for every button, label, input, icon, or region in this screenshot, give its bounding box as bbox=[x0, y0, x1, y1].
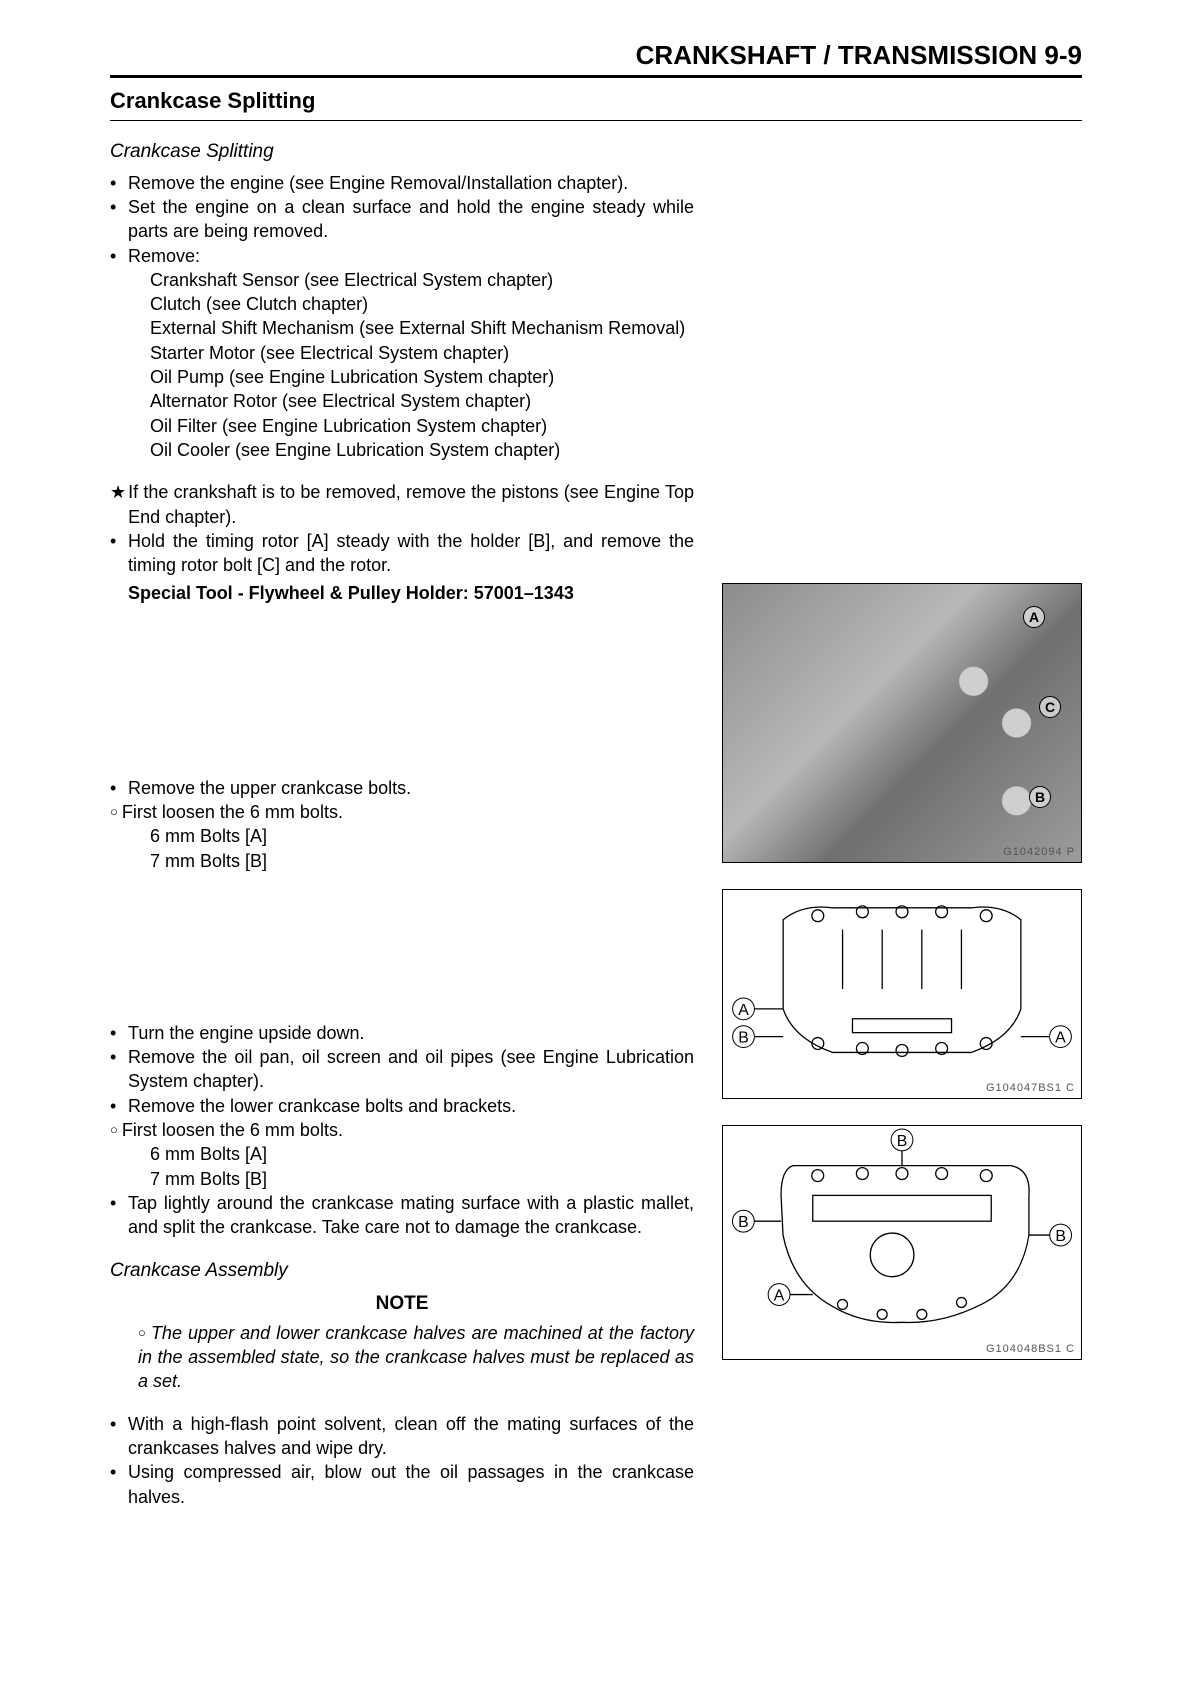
subheading-assembly: Crankcase Assembly bbox=[110, 1258, 694, 1284]
image-column: A C B G1042094 P A B bbox=[722, 139, 1082, 1509]
diagram-upper-crankcase: A B A G104047BS1 C bbox=[722, 889, 1082, 1099]
photo-timing-rotor: A C B G1042094 P bbox=[722, 583, 1082, 863]
content-grid: Crankcase Splitting •Remove the engine (… bbox=[110, 139, 1082, 1509]
text-column: Crankcase Splitting •Remove the engine (… bbox=[110, 139, 694, 1509]
step-loosen-6mm-upper: First loosen the 6 mm bolts. bbox=[122, 802, 343, 822]
remove-item-7: Oil Filter (see Engine Lubrication Syste… bbox=[110, 414, 694, 438]
remove-item-2: Clutch (see Clutch chapter) bbox=[110, 292, 694, 316]
step-loosen-6mm-lower: First loosen the 6 mm bolts. bbox=[122, 1120, 343, 1140]
page-header: CRANKSHAFT / TRANSMISSION 9-9 bbox=[110, 40, 1082, 71]
diag2-ref: G104048BS1 C bbox=[986, 1343, 1075, 1355]
photo-label-c: C bbox=[1039, 696, 1061, 718]
diag2-label-b-left: B bbox=[738, 1214, 749, 1231]
step-lower-bolts: Remove the lower crankcase bolts and bra… bbox=[128, 1094, 694, 1118]
diag2-label-b-top: B bbox=[897, 1133, 908, 1150]
photo-label-a: A bbox=[1023, 606, 1045, 628]
special-tool: Special Tool - Flywheel & Pulley Holder:… bbox=[110, 581, 694, 605]
photo-ref: G1042094 P bbox=[1003, 846, 1075, 858]
diag1-ref: G104047BS1 C bbox=[986, 1082, 1075, 1094]
remove-item-4: Starter Motor (see Electrical System cha… bbox=[110, 341, 694, 365]
diag1-label-b: B bbox=[738, 1030, 749, 1047]
step-blow-passages: Using compressed air, blow out the oil p… bbox=[128, 1460, 694, 1509]
step-tap-split: Tap lightly around the crankcase mating … bbox=[128, 1191, 694, 1240]
note-title: NOTE bbox=[110, 1291, 694, 1317]
bolts-6mm-a-lower: 6 mm Bolts [A] bbox=[110, 1142, 694, 1166]
bolts-7mm-b-upper: 7 mm Bolts [B] bbox=[110, 849, 694, 873]
step-remove-oilpan: Remove the oil pan, oil screen and oil p… bbox=[128, 1045, 694, 1094]
diagram-lower-crankcase: B B B A G104048BS1 C bbox=[722, 1125, 1082, 1360]
step-upside-down: Turn the engine upside down. bbox=[128, 1021, 694, 1045]
diag2-label-a: A bbox=[774, 1288, 785, 1305]
remove-item-8: Oil Cooler (see Engine Lubrication Syste… bbox=[110, 438, 694, 462]
remove-item-5: Oil Pump (see Engine Lubrication System … bbox=[110, 365, 694, 389]
remove-item-3: External Shift Mechanism (see External S… bbox=[110, 316, 694, 340]
diag1-label-a-right: A bbox=[1055, 1030, 1066, 1047]
photo-label-b: B bbox=[1029, 786, 1051, 808]
diag2-label-b-right: B bbox=[1055, 1228, 1066, 1245]
step-remove-engine: Remove the engine (see Engine Removal/In… bbox=[128, 171, 694, 195]
step-remove-list: Remove: bbox=[128, 244, 694, 268]
step-upper-bolts: Remove the upper crankcase bolts. bbox=[128, 776, 694, 800]
header-rule-top bbox=[110, 75, 1082, 78]
step-clean-mating: With a high-flash point solvent, clean o… bbox=[128, 1412, 694, 1461]
step-set-engine: Set the engine on a clean surface and ho… bbox=[128, 195, 694, 244]
diag1-label-a-left: A bbox=[738, 1002, 749, 1019]
section-title: Crankcase Splitting bbox=[110, 84, 1082, 120]
bolts-6mm-a-upper: 6 mm Bolts [A] bbox=[110, 824, 694, 848]
note-body: The upper and lower crankcase halves are… bbox=[138, 1323, 694, 1392]
bolts-7mm-b-lower: 7 mm Bolts [B] bbox=[110, 1167, 694, 1191]
step-timing-rotor: Hold the timing rotor [A] steady with th… bbox=[128, 529, 694, 578]
remove-item-6: Alternator Rotor (see Electrical System … bbox=[110, 389, 694, 413]
step-crankshaft-pistons: If the crankshaft is to be removed, remo… bbox=[128, 480, 694, 529]
header-rule-bottom bbox=[110, 120, 1082, 121]
remove-item-1: Crankshaft Sensor (see Electrical System… bbox=[110, 268, 694, 292]
subheading-splitting: Crankcase Splitting bbox=[110, 139, 694, 165]
